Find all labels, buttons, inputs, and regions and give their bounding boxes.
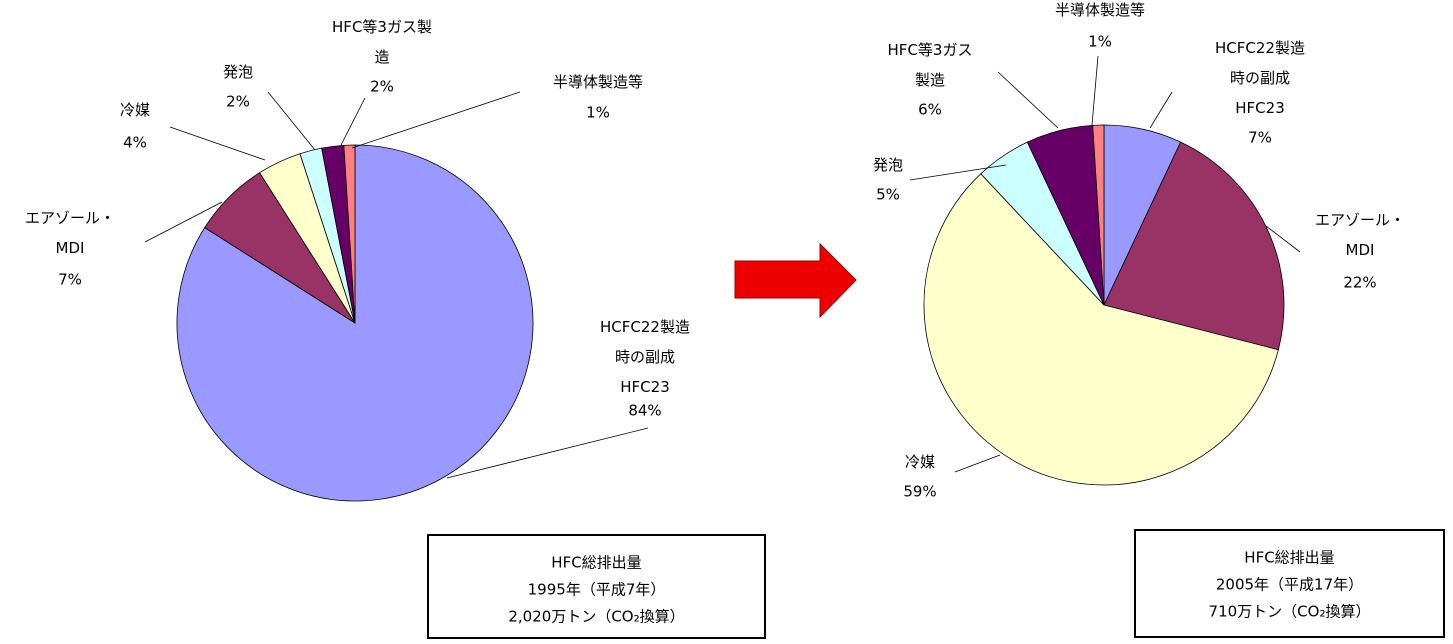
summary-text: HFC総排出量 [1244,549,1334,567]
value-label: 1% [1088,33,1112,51]
summary-text: 1995年（平成7年） [528,581,666,599]
value-label: 6% [918,101,942,119]
slice-label: 冷媒 [905,453,935,471]
leader-line [954,454,1001,473]
value-label: 4% [123,134,147,152]
value-label: 2% [370,78,394,96]
slice-label: エアゾール・ MDI [25,209,115,257]
value-label: 1% [586,104,610,122]
slice-label: HCFC22製造時の副成 HFC23 [600,318,690,396]
summary-text: 710万トン（CO₂換算） [1209,603,1371,621]
leader-line [909,164,1007,181]
slice-label: 冷媒 [120,101,150,119]
value-label: 7% [1248,129,1272,147]
pie-slice [1103,141,1285,351]
value-label: 22% [1343,274,1376,292]
summary-box [427,534,766,639]
leader-line [144,201,223,243]
slice-label: 半導体製造等 [1055,1,1145,19]
pie-slice [343,144,356,324]
arrow [734,242,857,319]
pie-slice [1092,124,1105,306]
leader-line [169,126,266,161]
leader-line [446,427,649,479]
summary-text: 2005年（平成17年） [1216,576,1363,594]
leader-line [997,71,1059,129]
leader-line [1091,55,1099,126]
slice-label: 発泡 [873,156,903,174]
summary-box [1134,529,1445,638]
leader-line [1149,91,1173,129]
slice-label: HCFC22製造時の副成 HFC23 [1215,39,1305,117]
leader-line [1265,225,1301,253]
leader-line [267,91,316,151]
value-label: 84% [628,402,661,420]
value-label: 2% [226,93,250,111]
value-label: 59% [903,483,936,501]
slice-label: HFC等3ガス製造 [888,41,973,89]
slice-label: 発泡 [223,63,253,81]
pie-slice [923,173,1279,486]
value-label: 5% [876,186,900,204]
value-label: 7% [58,271,82,289]
leader-line [339,97,366,148]
slice-label: エアゾール・ MDI [1315,211,1405,259]
summary-text: 2,020万トン（CO₂換算） [508,608,684,626]
slice-label: 半導体製造等 [553,73,643,91]
leader-line [351,91,521,149]
slice-label: HFC等3ガス製造 [332,18,432,66]
pie-slice [176,144,534,502]
summary-text: HFC総排出量 [551,554,641,572]
